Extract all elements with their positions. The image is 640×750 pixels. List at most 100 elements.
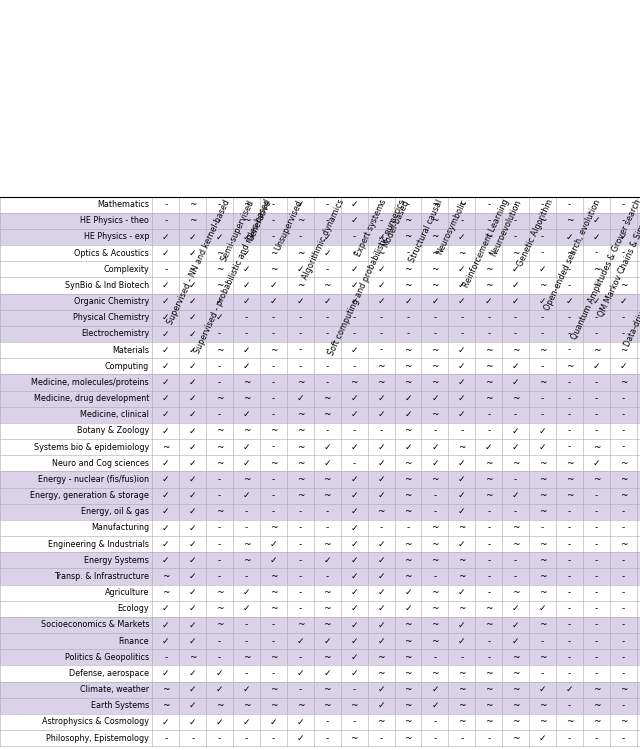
Text: ~: ~ <box>243 216 250 225</box>
Text: ~: ~ <box>566 718 573 727</box>
Text: ✓: ✓ <box>243 459 250 468</box>
Text: ✓: ✓ <box>458 620 465 629</box>
Bar <box>0 358 640 374</box>
Text: ~: ~ <box>296 248 304 257</box>
Text: ✓: ✓ <box>593 362 600 370</box>
Text: ~: ~ <box>404 491 412 500</box>
Text: ~: ~ <box>539 491 547 500</box>
Text: -: - <box>595 637 598 646</box>
Text: Model-based: Model-based <box>381 198 411 248</box>
Text: ~: ~ <box>404 637 412 646</box>
Text: -: - <box>191 265 195 274</box>
Text: -: - <box>621 394 625 403</box>
Text: ✓: ✓ <box>458 459 465 468</box>
Text: ✓: ✓ <box>458 588 465 597</box>
Text: ✓: ✓ <box>216 669 223 678</box>
Text: ✓: ✓ <box>296 734 304 742</box>
Bar <box>0 229 640 245</box>
Text: ✓: ✓ <box>324 232 331 242</box>
Text: -: - <box>487 507 490 516</box>
Bar <box>0 488 640 504</box>
Text: ~: ~ <box>566 491 573 500</box>
Bar <box>0 552 640 568</box>
Text: Soft computing and probabilistic numerics: Soft computing and probabilistic numeric… <box>327 198 408 357</box>
Text: ~: ~ <box>296 378 304 387</box>
Text: ✓: ✓ <box>620 362 627 370</box>
Text: ✓: ✓ <box>512 378 520 387</box>
Text: ~: ~ <box>431 362 438 370</box>
Text: -: - <box>595 394 598 403</box>
Text: ~: ~ <box>296 427 304 436</box>
Text: ✓: ✓ <box>351 491 358 500</box>
Text: -: - <box>541 329 544 338</box>
Text: ✓: ✓ <box>296 297 304 306</box>
Bar <box>0 682 640 698</box>
Text: -: - <box>621 556 625 565</box>
Text: HE Physics - exp: HE Physics - exp <box>84 232 149 242</box>
Text: ~: ~ <box>269 588 277 597</box>
Text: -: - <box>541 669 544 678</box>
Text: ~: ~ <box>324 410 331 419</box>
Text: ~: ~ <box>162 588 170 597</box>
Text: ✓: ✓ <box>620 297 627 306</box>
Text: -: - <box>218 410 221 419</box>
Text: ~: ~ <box>216 604 223 613</box>
Text: -: - <box>191 734 195 742</box>
Text: ~: ~ <box>431 637 438 646</box>
Text: ~: ~ <box>378 652 385 662</box>
Text: ✓: ✓ <box>162 378 170 387</box>
Text: ~: ~ <box>620 378 627 387</box>
Text: -: - <box>595 556 598 565</box>
Text: ~: ~ <box>512 686 520 694</box>
Text: ~: ~ <box>539 507 547 516</box>
Text: -: - <box>299 556 302 565</box>
Text: ✓: ✓ <box>378 459 385 468</box>
Text: ~: ~ <box>243 475 250 484</box>
Text: -: - <box>514 475 517 484</box>
Text: ✓: ✓ <box>351 507 358 516</box>
Text: ~: ~ <box>512 459 520 468</box>
Text: ✓: ✓ <box>593 216 600 225</box>
Text: -: - <box>487 637 490 646</box>
Text: -: - <box>164 734 168 742</box>
Text: ~: ~ <box>512 701 520 710</box>
Text: ✓: ✓ <box>593 232 600 242</box>
Text: ✓: ✓ <box>458 475 465 484</box>
Text: -: - <box>487 248 490 257</box>
Text: ~: ~ <box>512 346 520 355</box>
Text: ~: ~ <box>485 265 493 274</box>
Text: ✓: ✓ <box>162 314 170 322</box>
Text: ~: ~ <box>404 459 412 468</box>
Text: ✓: ✓ <box>378 604 385 613</box>
Text: ✓: ✓ <box>216 232 223 242</box>
Text: ✓: ✓ <box>296 200 304 209</box>
Text: ~: ~ <box>404 652 412 662</box>
Text: ✓: ✓ <box>189 718 196 727</box>
Text: Defense, aerospace: Defense, aerospace <box>69 669 149 678</box>
Text: ~: ~ <box>431 232 438 242</box>
Text: -: - <box>299 572 302 581</box>
Bar <box>0 310 640 326</box>
Text: ~: ~ <box>378 248 385 257</box>
Text: -: - <box>299 507 302 516</box>
Text: -: - <box>568 507 571 516</box>
Text: ~: ~ <box>620 475 627 484</box>
Text: -: - <box>568 265 571 274</box>
Text: ~: ~ <box>539 459 547 468</box>
Text: ✓: ✓ <box>378 442 385 452</box>
Text: ✓: ✓ <box>351 669 358 678</box>
Text: Algorithmic dynamics: Algorithmic dynamics <box>300 198 346 281</box>
Bar <box>0 472 640 488</box>
Text: ✓: ✓ <box>296 669 304 678</box>
Text: ✓: ✓ <box>351 346 358 355</box>
Text: ✓: ✓ <box>378 588 385 597</box>
Text: ✓: ✓ <box>593 297 600 306</box>
Text: -: - <box>406 314 410 322</box>
Text: ~: ~ <box>324 394 331 403</box>
Text: ✓: ✓ <box>243 297 250 306</box>
Text: -: - <box>245 669 248 678</box>
Text: ✓: ✓ <box>216 314 223 322</box>
Text: ✓: ✓ <box>378 701 385 710</box>
Text: Medicine, drug development: Medicine, drug development <box>34 394 149 403</box>
Text: -: - <box>326 265 329 274</box>
